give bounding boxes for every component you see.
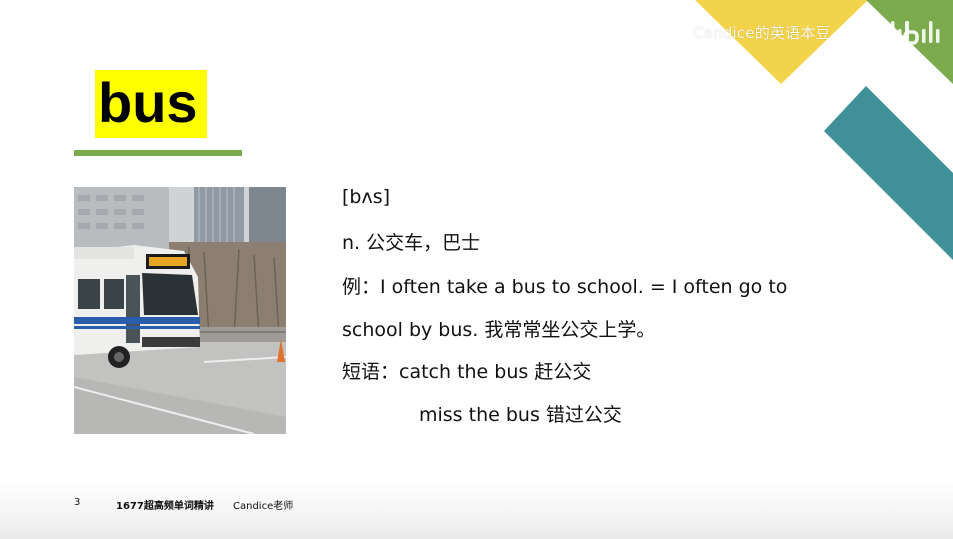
teacher-name: Candice老师 (233, 501, 294, 512)
footer-shade (0, 479, 953, 539)
example-line-2: school by bus. 我常常坐公交上学。 (342, 319, 656, 341)
bilibili-logo-icon (864, 21, 940, 45)
meaning-text: n. 公交车，巴士 (342, 232, 481, 254)
teal-band (824, 86, 953, 260)
phonetic-text: [bʌs] (342, 186, 391, 208)
phrase-line-1: 短语：catch the bus 赶公交 (342, 361, 592, 383)
heading-underline (74, 150, 242, 156)
vocabulary-word: bus (98, 71, 198, 134)
course-title: 1677超高频单词精讲 (116, 501, 214, 512)
page-number: 3 (74, 497, 81, 508)
phrase-line-2: miss the bus 错过公交 (419, 404, 622, 426)
example-line-1: 例：I often take a bus to school. = I ofte… (342, 276, 788, 298)
word-highlight-box (95, 70, 207, 138)
uploader-watermark: Candice的英语本豆 (693, 24, 831, 42)
city-bus-photo (74, 187, 286, 434)
